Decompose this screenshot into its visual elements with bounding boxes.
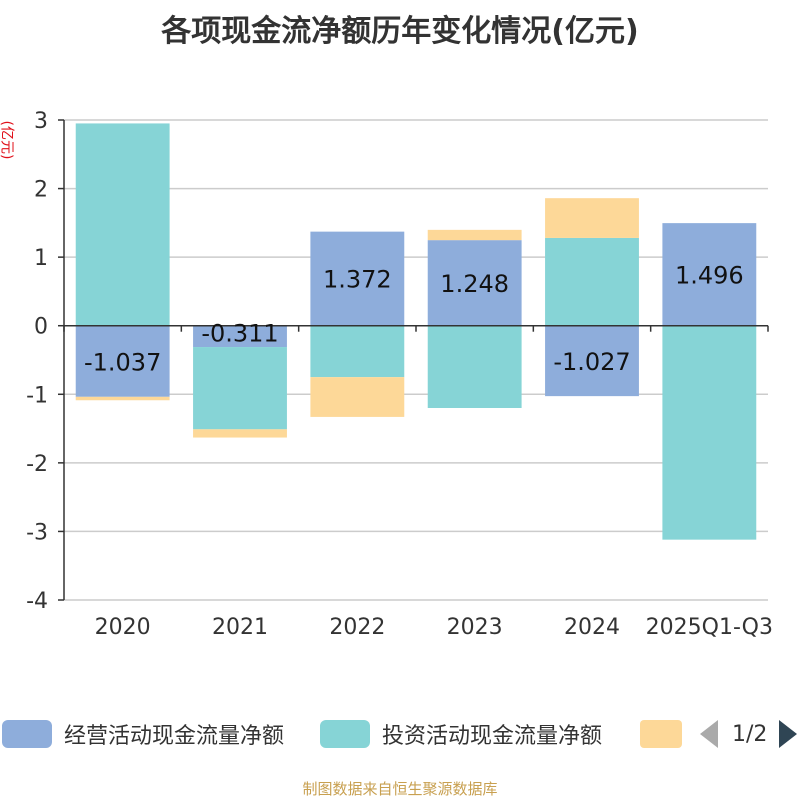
y-tick-label: 1 bbox=[34, 246, 48, 271]
axis-layer: 3 2 1 0 -1 -2 -3 -4 2020 2021 2022 2023 2024 2025Q1-Q… bbox=[26, 109, 773, 640]
x-tick-label: 2020 bbox=[95, 615, 151, 640]
bar-segment-s0-2024 bbox=[545, 325, 639, 397]
bar-segment-s0-2023 bbox=[427, 240, 522, 326]
x-tick-label: 2025Q1-Q3 bbox=[646, 615, 773, 640]
y-tick-label: -2 bbox=[26, 452, 48, 477]
legend-item-operating[interactable]: 经营活动现金流量净额 bbox=[2, 716, 284, 752]
legend-page-indicator: 1/2 bbox=[732, 721, 768, 747]
x-tick-label: 2023 bbox=[447, 615, 503, 640]
legend: 经营活动现金流量净额 投资活动现金流量净额 1/2 bbox=[0, 716, 800, 756]
y-tick-label: -4 bbox=[26, 589, 48, 614]
x-tick-label: 2022 bbox=[329, 615, 385, 640]
bar-segment-s0-2021 bbox=[193, 325, 287, 348]
bar-segment-s0-2022 bbox=[310, 231, 405, 326]
legend-item-financing[interactable] bbox=[640, 716, 694, 752]
legend-prev-arrow-icon[interactable] bbox=[700, 720, 718, 748]
bar-segment-s1-2022 bbox=[310, 325, 405, 378]
legend-swatch-operating bbox=[2, 720, 52, 748]
data-label-2021: -0.311 bbox=[201, 320, 278, 348]
legend-pager: 1/2 bbox=[700, 716, 798, 752]
bar-segment-s2-2022 bbox=[310, 377, 405, 417]
chart-canvas: 3 2 1 0 -1 -2 -3 -4 2020 2021 2022 2023 2024 2025Q1-Q… bbox=[26, 109, 773, 640]
data-label-2022: 1.372 bbox=[323, 266, 392, 294]
bar-segment-s0-2020 bbox=[75, 325, 170, 397]
grid-layer bbox=[64, 119, 768, 601]
bar-segment-s2-2020 bbox=[75, 396, 170, 401]
legend-label-investing: 投资活动现金流量净额 bbox=[382, 724, 603, 749]
bar-segment-s1-2025Q1-Q3 bbox=[662, 325, 757, 540]
legend-label-operating: 经营活动现金流量净额 bbox=[64, 724, 285, 749]
y-tick-label: 3 bbox=[34, 109, 48, 134]
bar-segment-s1-2021 bbox=[193, 347, 287, 430]
chart-title: 各项现金流净额历年变化情况(亿元) bbox=[161, 14, 639, 49]
bar-segment-s2-2021 bbox=[193, 429, 287, 438]
data-label-2020: -1.037 bbox=[84, 348, 161, 376]
y-tick-label: -1 bbox=[26, 383, 48, 408]
bar-segment-s0-2025Q1-Q3 bbox=[662, 223, 757, 326]
legend-next-arrow-icon[interactable] bbox=[779, 720, 798, 748]
data-label-2025Q1-Q3: 1.496 bbox=[675, 261, 744, 289]
data-label-2023: 1.248 bbox=[440, 270, 509, 298]
legend-swatch-investing bbox=[320, 720, 370, 748]
bar-segment-s1-2024 bbox=[545, 237, 639, 326]
data-label-2024: -1.027 bbox=[553, 348, 630, 376]
bar-layer bbox=[75, 123, 757, 540]
y-tick-label: 2 bbox=[34, 178, 48, 203]
bar-segment-s2-2024 bbox=[545, 198, 639, 238]
bar-segment-s1-2020 bbox=[75, 123, 170, 326]
legend-swatch-financing bbox=[640, 720, 682, 748]
bar-segment-s1-2023 bbox=[427, 325, 522, 408]
x-tick-label: 2021 bbox=[212, 615, 268, 640]
data-label-layer: -1.037 -0.311 1.372 1.248 -1.027 1.496 bbox=[84, 261, 744, 376]
data-source-footer: 制图数据来自恒生聚源数据库 bbox=[302, 780, 498, 798]
y-tick-label: 0 bbox=[34, 315, 48, 340]
y-tick-label: -3 bbox=[26, 520, 48, 545]
x-tick-label: 2024 bbox=[564, 615, 620, 640]
bar-segment-s2-2023 bbox=[427, 229, 522, 241]
legend-item-investing[interactable]: 投资活动现金流量净额 bbox=[320, 716, 602, 752]
